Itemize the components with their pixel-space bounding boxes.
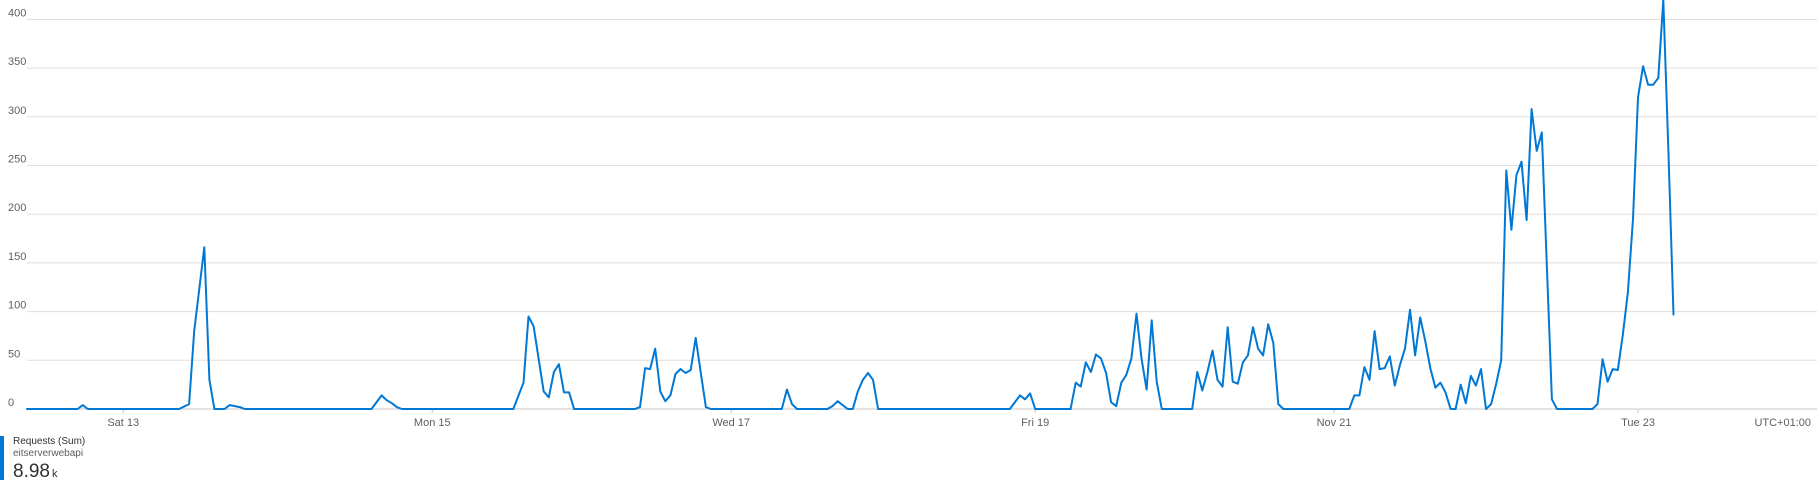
- y-tick-label: 250: [8, 154, 26, 166]
- x-tick-label: Wed 17: [712, 417, 750, 429]
- x-tick-label: Fri 19: [1021, 417, 1049, 429]
- x-tick-label: Nov 21: [1317, 417, 1352, 429]
- y-tick-label: 0: [8, 397, 14, 409]
- y-tick-label: 50: [8, 348, 20, 360]
- y-tick-label: 200: [8, 202, 26, 214]
- x-axis-ticks: Sat 13 Mon 15 Wed 17 Fri 19 Nov 21 Tue 23: [107, 409, 1655, 429]
- legend-total: 8.98 k: [13, 462, 85, 482]
- legend-total-unit: k: [51, 468, 58, 480]
- gridlines: [27, 18, 1817, 410]
- legend[interactable]: Requests (Sum) eitserverwebapi 8.98 k: [0, 436, 86, 482]
- requests-line-chart: 0 50 100 150 200 250 300 350 400 Sat 13 Mon 15 Wed…: [8, 0, 1817, 429]
- y-axis-ticks: 0 50 100 150 200 250 300 350 400: [8, 7, 26, 409]
- y-tick-label: 300: [8, 105, 26, 117]
- y-tick-label: 100: [8, 300, 26, 312]
- x-tick-label: Sat 13: [107, 417, 139, 429]
- series-group: [26, 0, 1675, 410]
- series-line-requests: [26, 0, 1675, 410]
- y-tick-label: 150: [8, 251, 26, 263]
- y-tick-label: 400: [8, 7, 26, 19]
- timezone-label: UTC+01:00: [1754, 417, 1811, 429]
- legend-metric-name: Requests (Sum): [13, 436, 86, 447]
- y-tick-label: 350: [8, 56, 26, 68]
- x-tick-label: Mon 15: [414, 417, 451, 429]
- x-tick-label: Tue 23: [1621, 417, 1655, 429]
- legend-resource-name: eitserverwebapi: [13, 448, 84, 459]
- legend-total-value: 8.98: [13, 461, 50, 482]
